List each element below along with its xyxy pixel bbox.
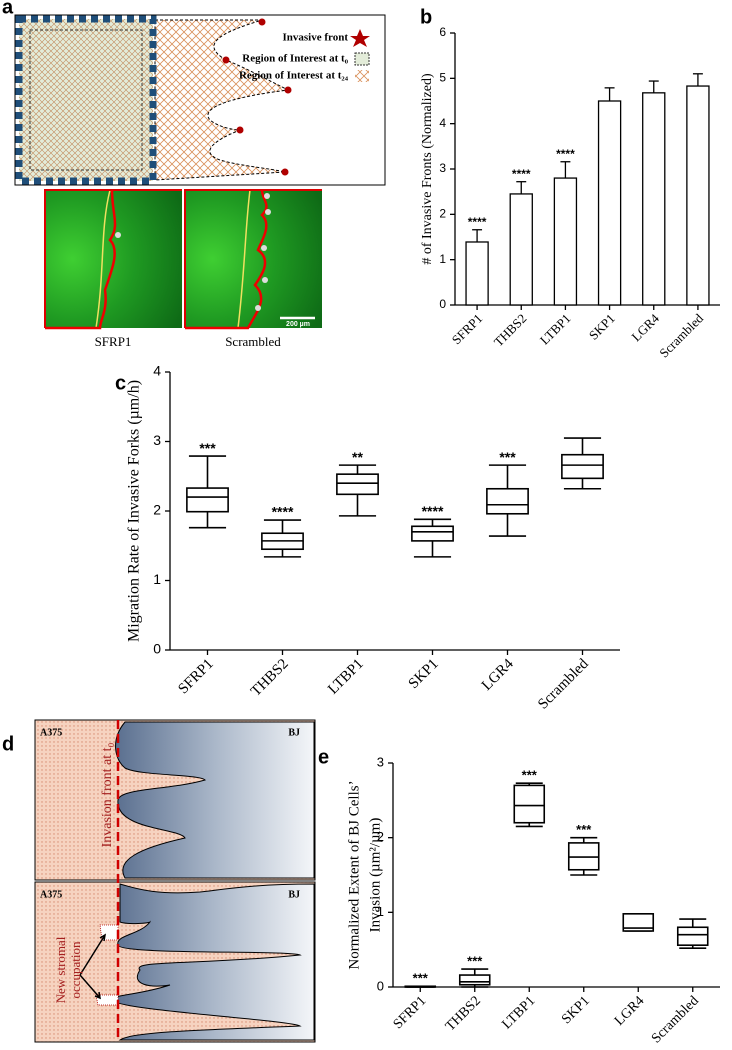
x-tick-label: Scrambled (535, 656, 592, 713)
y-tick-label: 3 (153, 432, 161, 448)
x-tick-label: SKP1 (406, 656, 442, 692)
y-tick-label: 1 (377, 904, 384, 919)
legend-label: Invasive front (283, 32, 349, 44)
scale-bar-label: 200 µm (286, 321, 310, 328)
box (486, 487, 529, 515)
significance-label: ** (352, 449, 363, 465)
y-tick-label: 2 (153, 502, 161, 518)
box (622, 913, 655, 932)
y-tick-label: 4 (439, 116, 446, 130)
y-tick-label: 0 (153, 641, 161, 657)
y-tick-label: 3 (439, 161, 446, 175)
image-label: SFRP1 (95, 334, 132, 349)
panel-label: e (318, 746, 329, 768)
y-axis-label: Normalized Extent of BJ Cells’ (346, 780, 362, 969)
x-tick-label: LGR4 (628, 310, 662, 344)
x-tick-label: SKP1 (559, 993, 593, 1027)
micrographs: 200 µm SFRP1 Scrambled (44, 189, 322, 349)
panel-label: b (420, 6, 432, 28)
x-tick-label: Scrambled (656, 310, 706, 360)
y-axis-label: Invasion (µm²/µm) (367, 818, 383, 933)
x-tick-label: LGR4 (612, 993, 647, 1028)
x-tick-label: SFRP1 (175, 656, 216, 697)
annotation: Invasion front at t₀ (100, 742, 115, 847)
box (513, 784, 546, 824)
annotation: New stromal (53, 936, 68, 1003)
box (336, 473, 379, 496)
y-tick-label: 1 (153, 571, 161, 587)
box (676, 926, 709, 946)
invasion-diagram: A375 BJ A375 BJ Invasion front at t₀ New… (34, 719, 316, 1043)
x-tick-label: SKP1 (586, 311, 618, 343)
significance-label: **** (422, 503, 444, 519)
x-tick-label: Scrambled (649, 993, 702, 1046)
significance-label: *** (413, 971, 429, 986)
legend-label: Region of Interest at t₂₄ (239, 70, 349, 82)
y-tick-label: 5 (439, 71, 446, 85)
panel-label: a (2, 0, 14, 18)
box (186, 487, 229, 513)
box (458, 974, 491, 986)
legend-label: Region of Interest at t₀ (242, 53, 348, 65)
box (561, 453, 604, 480)
x-tick-label: THBS2 (248, 656, 292, 700)
y-axis-label: # of Invasive Fronts (Normalized) (420, 73, 435, 265)
significance-label: **** (512, 167, 531, 181)
schematic: Invasive front Region of Interest at t₀ … (14, 14, 386, 186)
x-tick-label: LTBP1 (325, 656, 367, 698)
bar (553, 177, 578, 306)
bar (509, 193, 533, 306)
image-label: Scrambled (225, 334, 281, 349)
significance-label: *** (522, 768, 538, 783)
y-axis-label: Migration Rate of Invasive Forks (µm/h) (126, 380, 143, 642)
significance-label: *** (576, 822, 592, 837)
y-tick-label: 0 (439, 297, 446, 311)
y-tick-label: 4 (153, 363, 161, 379)
significance-label: *** (199, 440, 216, 456)
y-tick-label: 3 (377, 754, 384, 769)
y-tick-label: 1 (439, 252, 446, 266)
x-tick-label: THBS2 (491, 311, 530, 350)
panel-label: c (115, 372, 126, 394)
significance-label: **** (556, 147, 575, 161)
significance-label: **** (468, 215, 487, 229)
y-tick-label: 2 (439, 207, 446, 221)
box (411, 525, 454, 542)
x-tick-label: SFRP1 (391, 993, 430, 1032)
y-tick-label: 2 (377, 829, 384, 844)
bar (597, 100, 622, 306)
y-tick-label: 6 (439, 25, 446, 39)
bar (642, 92, 666, 306)
significance-label: *** (499, 449, 516, 465)
bar (686, 85, 710, 306)
x-tick-label: LGR4 (479, 656, 517, 694)
significance-label: *** (467, 954, 483, 969)
x-tick-label: LTBP1 (499, 993, 538, 1032)
x-tick-label: LTBP1 (537, 311, 574, 348)
cell-label: BJ (288, 889, 300, 900)
panel-label: d (2, 733, 14, 755)
bar (465, 241, 489, 306)
annotation: occupation (68, 941, 83, 999)
x-tick-label: THBS2 (443, 993, 484, 1034)
cell-label: BJ (288, 727, 300, 738)
significance-label: **** (272, 504, 294, 520)
cell-label: A375 (40, 727, 62, 738)
y-tick-label: 0 (377, 978, 384, 993)
x-tick-label: SFRP1 (449, 311, 486, 348)
cell-label: A375 (40, 889, 62, 900)
